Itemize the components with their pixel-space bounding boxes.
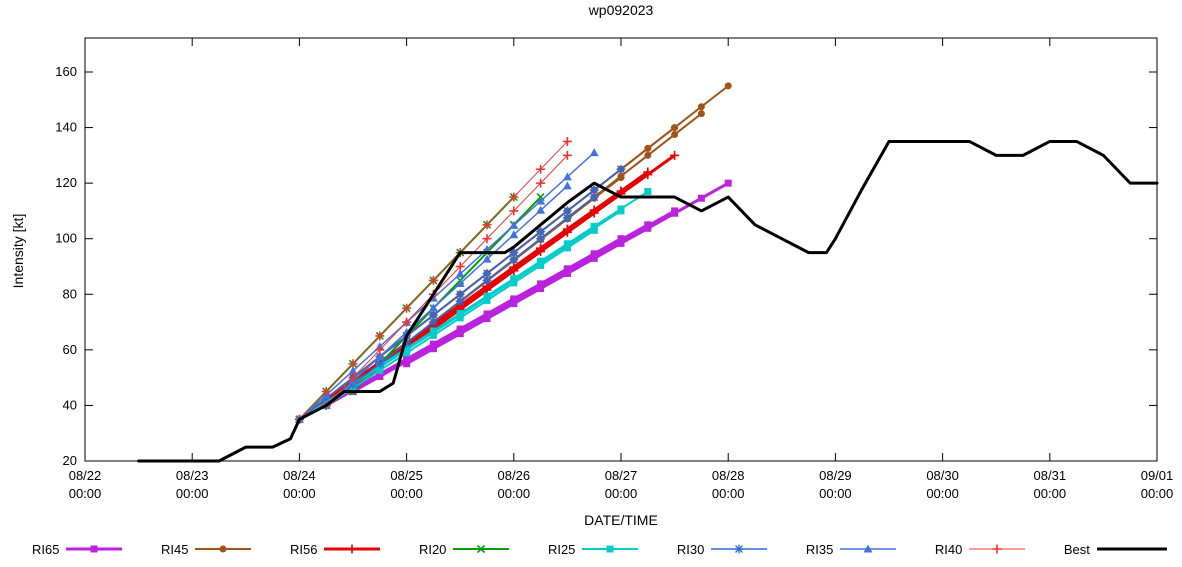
y-tick-label: 100 xyxy=(55,231,77,246)
legend-label: RI65 xyxy=(32,541,60,557)
legend-item-RI30: RI30 xyxy=(677,541,768,557)
x-tick-label: 08/30 00:00 xyxy=(926,468,959,501)
legend-item-RI65: RI65 xyxy=(32,541,123,557)
x-tick-label: 09/01 00:00 xyxy=(1141,468,1174,501)
y-tick-label: 160 xyxy=(55,64,77,79)
x-tick-label: 08/22 00:00 xyxy=(69,468,102,501)
y-tick-label: 80 xyxy=(63,286,77,301)
y-tick-label: 140 xyxy=(55,120,77,135)
legend-label: RI30 xyxy=(676,541,705,557)
x-tick-label: 08/27 00:00 xyxy=(605,468,638,501)
plot-border xyxy=(84,37,1158,462)
y-tick-label: 60 xyxy=(63,342,77,357)
x-tick-label: 08/26 00:00 xyxy=(498,468,531,501)
series-RI65 xyxy=(295,179,732,423)
legend-sample-RI40 xyxy=(969,544,1026,554)
legend-item-RI56: RI56 xyxy=(290,541,381,557)
legend-label: RI45 xyxy=(160,541,189,557)
legend-item-Best: Best xyxy=(1064,541,1168,557)
legend-item-RI20: RI20 xyxy=(419,541,510,557)
legend-sample-RI30 xyxy=(711,544,768,554)
x-axis-title: DATE/TIME xyxy=(584,512,658,528)
series-Best xyxy=(137,139,1159,463)
legend-sample-RI45 xyxy=(195,545,252,553)
series-RI40 xyxy=(294,136,572,424)
plot-area: 08/22 00:00 08/23 00:00 08/24 00:00 08/25 00:00… xyxy=(55,37,1174,501)
legend-sample-RI35 xyxy=(840,544,897,553)
legend-sample-RI56 xyxy=(324,544,381,554)
y-tick-label: 40 xyxy=(63,397,77,412)
legend-label: RI40 xyxy=(934,541,963,557)
legend-item-RI35: RI35 xyxy=(806,541,897,557)
y-tick-label: 20 xyxy=(63,453,77,468)
x-tick-label: 08/31 00:00 xyxy=(1034,468,1067,501)
legend-sample-RI20 xyxy=(453,544,510,554)
legend-item-RI45: RI45 xyxy=(161,541,252,557)
x-tick-label: 08/29 00:00 xyxy=(819,468,852,501)
y-tick-label: 120 xyxy=(55,175,77,190)
legend-label: RI56 xyxy=(289,541,318,557)
legend-label: Best xyxy=(1063,541,1090,557)
x-tick-label: 08/23 00:00 xyxy=(176,468,209,501)
chart-title: wp092023 xyxy=(588,2,654,18)
legend-sample-Best xyxy=(1096,547,1167,551)
legend: RI65 RI45 RI56 RI20 RI25 RI30 RI35 RI40 Best xyxy=(32,541,1168,557)
series-RI35 xyxy=(294,148,599,423)
legend-label: RI20 xyxy=(418,541,447,557)
legend-label: RI35 xyxy=(805,541,834,557)
legend-item-RI25: RI25 xyxy=(548,541,639,557)
series-RI30 xyxy=(294,164,626,424)
x-tick-label: 08/24 00:00 xyxy=(283,468,316,501)
x-tick-label: 08/25 00:00 xyxy=(390,468,423,501)
legend-item-RI40: RI40 xyxy=(935,541,1026,557)
x-tick-label: 08/28 00:00 xyxy=(712,468,745,501)
legend-sample-RI25 xyxy=(582,545,639,553)
legend-label: RI25 xyxy=(547,541,576,557)
legend-sample-RI65 xyxy=(66,545,123,553)
